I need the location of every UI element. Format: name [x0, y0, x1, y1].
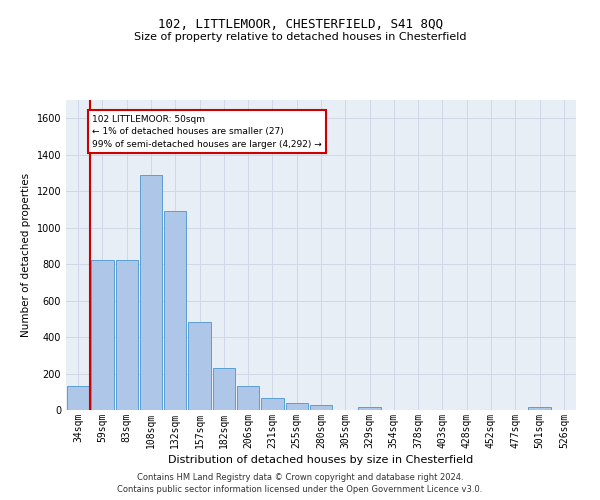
Bar: [188, 322, 211, 410]
Bar: [237, 386, 259, 410]
Bar: [91, 260, 113, 410]
Text: 102, LITTLEMOOR, CHESTERFIELD, S41 8QQ: 102, LITTLEMOOR, CHESTERFIELD, S41 8QQ: [157, 18, 443, 30]
Bar: [358, 406, 381, 410]
Text: Contains public sector information licensed under the Open Government Licence v3: Contains public sector information licen…: [118, 484, 482, 494]
Bar: [140, 175, 162, 410]
Bar: [67, 386, 89, 410]
Bar: [310, 405, 332, 410]
Text: Size of property relative to detached houses in Chesterfield: Size of property relative to detached ho…: [134, 32, 466, 42]
Bar: [212, 368, 235, 410]
X-axis label: Distribution of detached houses by size in Chesterfield: Distribution of detached houses by size …: [169, 455, 473, 465]
Text: 102 LITTLEMOOR: 50sqm
← 1% of detached houses are smaller (27)
99% of semi-detac: 102 LITTLEMOOR: 50sqm ← 1% of detached h…: [92, 114, 322, 148]
Bar: [116, 260, 138, 410]
Bar: [286, 403, 308, 410]
Y-axis label: Number of detached properties: Number of detached properties: [21, 173, 31, 337]
Bar: [529, 408, 551, 410]
Bar: [261, 398, 284, 410]
Text: Contains HM Land Registry data © Crown copyright and database right 2024.: Contains HM Land Registry data © Crown c…: [137, 473, 463, 482]
Bar: [164, 211, 187, 410]
